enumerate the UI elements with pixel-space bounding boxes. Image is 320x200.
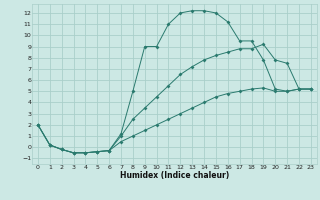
X-axis label: Humidex (Indice chaleur): Humidex (Indice chaleur) [120, 171, 229, 180]
